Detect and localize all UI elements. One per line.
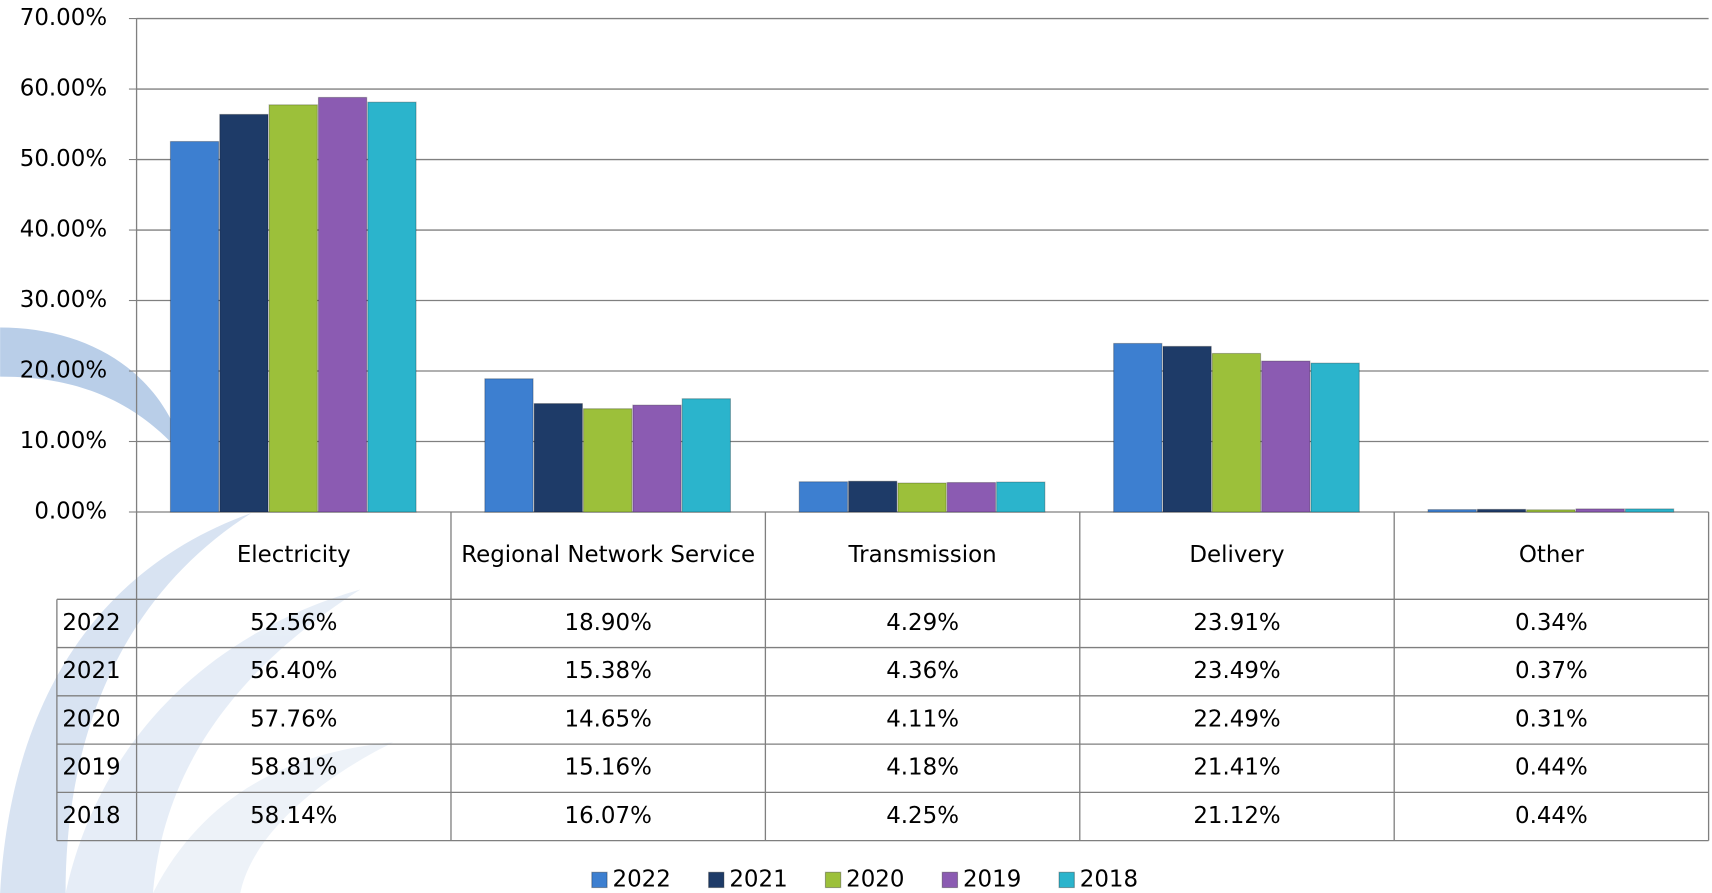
bar: [997, 482, 1045, 512]
table-value: 0.37%: [1515, 658, 1588, 684]
y-tick-label: 50.00%: [20, 146, 107, 172]
table-value: 4.25%: [886, 803, 959, 829]
table-value: 4.11%: [886, 706, 959, 732]
y-tick-label: 40.00%: [20, 217, 107, 243]
table-value: 15.38%: [565, 658, 652, 684]
y-tick-label: 20.00%: [20, 358, 107, 384]
table-value: 0.34%: [1515, 610, 1588, 636]
bar: [368, 102, 416, 512]
legend-label: 2022: [613, 866, 671, 892]
bar: [633, 405, 681, 512]
table-value: 14.65%: [565, 706, 652, 732]
category-cell: Delivery: [1084, 512, 1390, 599]
y-tick-label: 60.00%: [20, 76, 107, 102]
bar: [534, 404, 582, 512]
row-label: 2021: [62, 658, 120, 684]
table-value: 23.91%: [1193, 610, 1280, 636]
table-value: 16.07%: [565, 803, 652, 829]
bar: [799, 482, 847, 512]
bar: [1212, 353, 1260, 512]
y-tick-label: 0.00%: [34, 499, 107, 525]
bar: [485, 379, 533, 512]
bar: [1311, 363, 1359, 512]
table-value: 52.56%: [250, 610, 337, 636]
row-label: 2019: [62, 755, 120, 781]
category-cell: Regional Network Service: [455, 512, 761, 599]
legend-swatch: [592, 872, 607, 887]
bar: [1114, 343, 1162, 512]
chart: 0.00% 10.00% 20.00% 30.00% 40.00% 50.00% 60.00…: [0, 0, 1712, 893]
bar: [947, 483, 995, 512]
bar: [269, 105, 317, 512]
table-value: 23.49%: [1193, 658, 1280, 684]
x-tick-label: Electricity: [141, 512, 447, 599]
legend-swatch: [942, 872, 957, 887]
table-value: 22.49%: [1193, 706, 1280, 732]
category-cell: Transmission: [770, 512, 1076, 599]
category-cell: Electricity: [141, 512, 447, 599]
bar: [170, 141, 218, 512]
bar: [1262, 361, 1310, 512]
x-tick-label: Regional Network Service: [455, 512, 761, 599]
bar: [1163, 346, 1211, 512]
legend-label: 2019: [963, 866, 1021, 892]
bar: [898, 483, 946, 512]
bar: [584, 409, 632, 512]
row-label: 2020: [62, 706, 120, 732]
table-value: 18.90%: [565, 610, 652, 636]
y-tick-label: 10.00%: [20, 428, 107, 454]
y-tick-label: 30.00%: [20, 287, 107, 313]
table-value: 15.16%: [565, 755, 652, 781]
row-label: 2018: [62, 803, 120, 829]
legend-swatch: [709, 872, 724, 887]
bar: [682, 399, 730, 512]
table-value: 0.44%: [1515, 755, 1588, 781]
y-tick-label: 70.00%: [20, 5, 107, 31]
legend-label: 2018: [1080, 866, 1138, 892]
table-value: 4.29%: [886, 610, 959, 636]
table-value: 4.36%: [886, 658, 959, 684]
table-value: 57.76%: [250, 706, 337, 732]
legend-swatch: [825, 872, 840, 887]
legend-swatch: [1059, 872, 1074, 887]
x-tick-label: Transmission: [770, 512, 1076, 599]
table-value: 0.44%: [1515, 803, 1588, 829]
table-value: 4.18%: [886, 755, 959, 781]
legend-label: 2021: [729, 866, 787, 892]
table-value: 58.81%: [250, 755, 337, 781]
bar: [318, 97, 366, 512]
row-label: 2022: [62, 610, 120, 636]
table-value: 58.14%: [250, 803, 337, 829]
x-tick-label: Delivery: [1084, 512, 1390, 599]
table-value: 21.12%: [1193, 803, 1280, 829]
table-value: 0.31%: [1515, 706, 1588, 732]
bar: [849, 481, 897, 512]
x-tick-label: Other: [1399, 512, 1705, 599]
category-cell: Other: [1399, 512, 1705, 599]
bar: [220, 114, 268, 512]
table-value: 56.40%: [250, 658, 337, 684]
table-value: 21.41%: [1193, 755, 1280, 781]
legend-label: 2020: [846, 866, 904, 892]
